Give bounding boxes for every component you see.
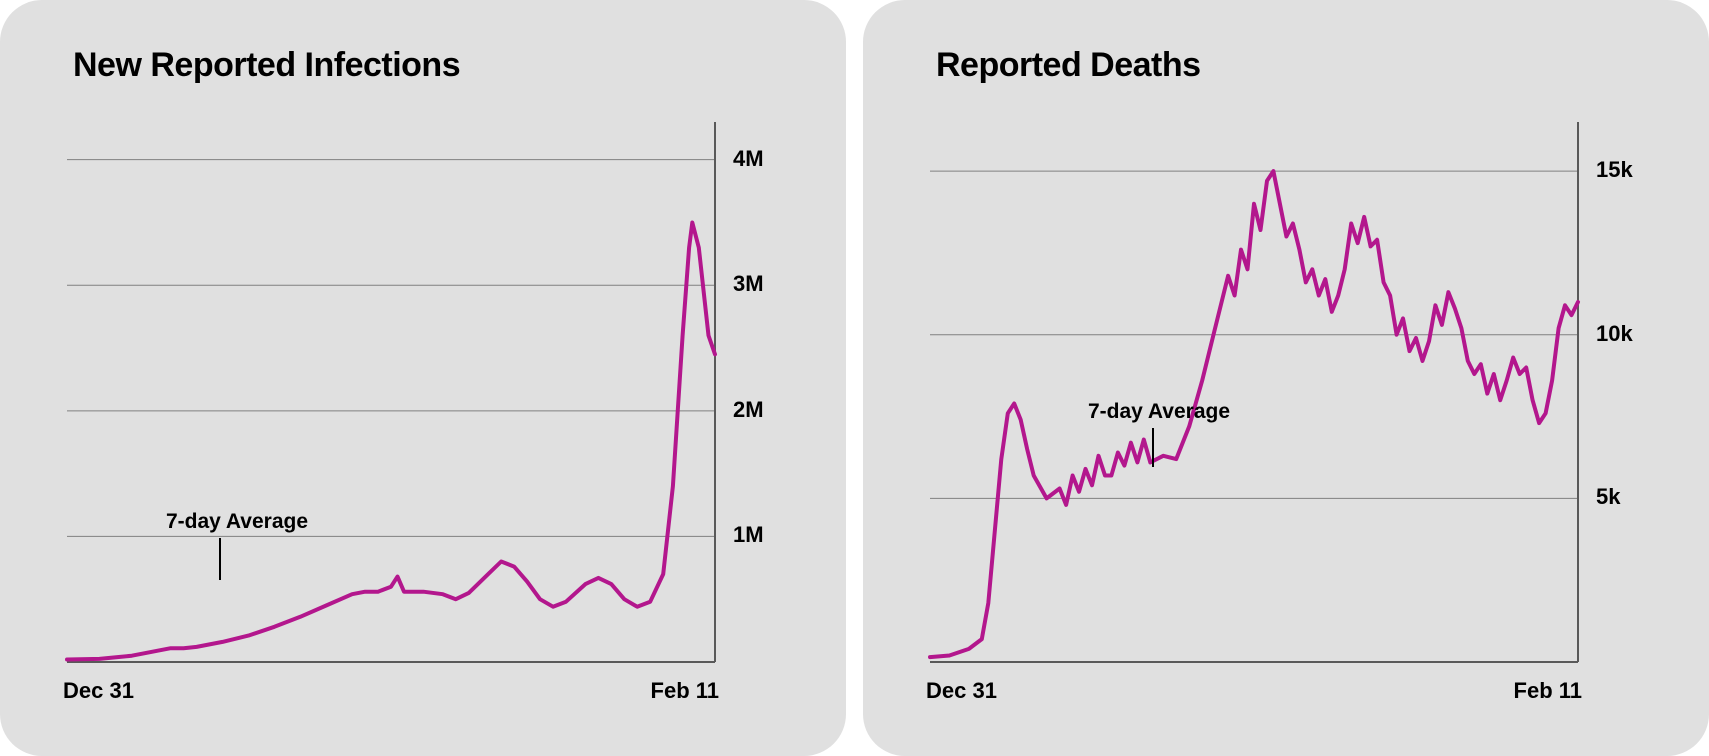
- chart-svg: [0, 0, 846, 756]
- chart-card-infections: New Reported Infections1M2M3M4M7-day Ave…: [0, 0, 846, 756]
- series-line: [930, 171, 1578, 657]
- y-tick-label: 3M: [733, 271, 764, 297]
- chart-svg: [863, 0, 1709, 756]
- x-start-label: Dec 31: [63, 678, 134, 704]
- y-tick-label: 2M: [733, 397, 764, 423]
- callout-label: 7-day Average: [1088, 400, 1230, 424]
- x-end-label: Feb 11: [1514, 678, 1582, 704]
- series-line: [67, 223, 715, 660]
- y-tick-label: 1M: [733, 522, 764, 548]
- y-tick-label: 10k: [1596, 321, 1633, 347]
- y-tick-label: 4M: [733, 146, 764, 172]
- x-start-label: Dec 31: [926, 678, 997, 704]
- callout-label: 7-day Average: [166, 510, 308, 534]
- y-tick-label: 5k: [1596, 484, 1620, 510]
- y-tick-label: 15k: [1596, 157, 1633, 183]
- canvas: New Reported Infections1M2M3M4M7-day Ave…: [0, 0, 1709, 756]
- chart-card-deaths: Reported Deaths5k10k15k7-day AverageDec …: [863, 0, 1709, 756]
- x-end-label: Feb 11: [651, 678, 719, 704]
